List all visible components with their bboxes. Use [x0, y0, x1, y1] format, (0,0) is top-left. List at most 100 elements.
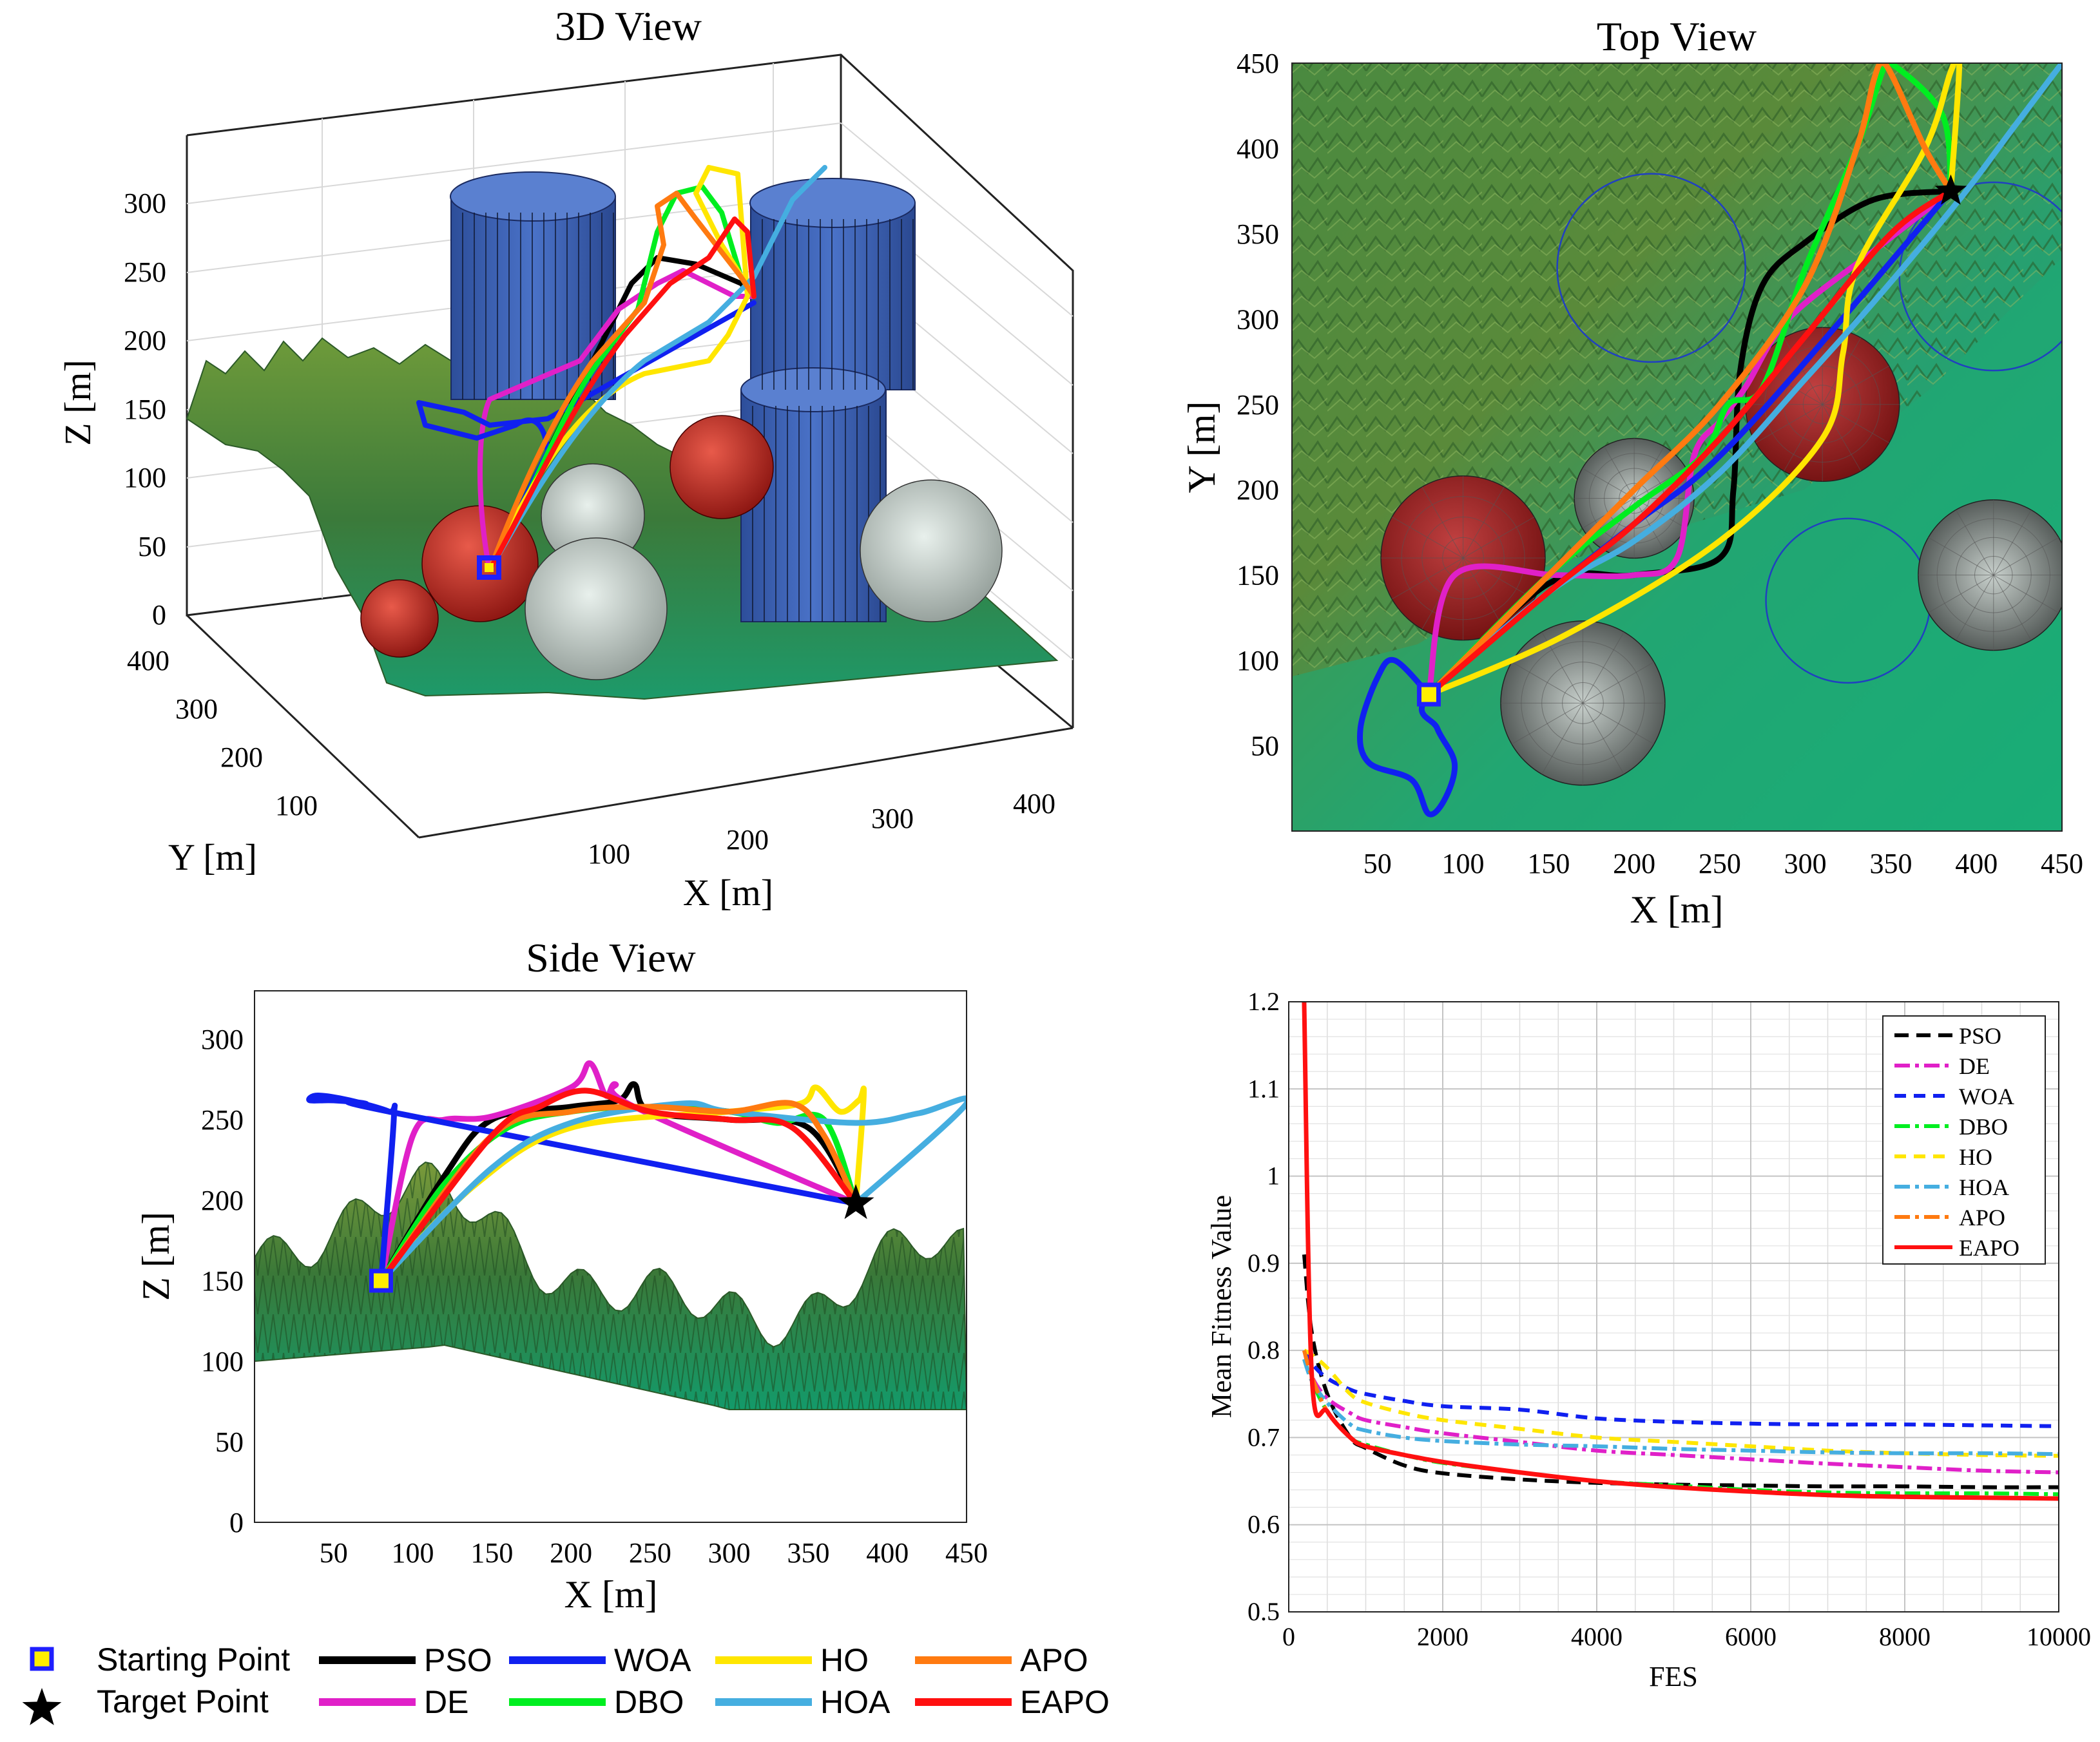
- xlabel-3d: X [m]: [683, 872, 773, 914]
- legend-label: WOA: [614, 1642, 691, 1678]
- x-tick-label: 450: [2041, 848, 2083, 879]
- y-tick-label: 1: [1267, 1162, 1280, 1191]
- x-tick-label: 350: [787, 1537, 829, 1569]
- path-3d-apo: [487, 191, 756, 573]
- y-tick-label: 100: [201, 1346, 244, 1377]
- legend-label: PSO: [1959, 1023, 2001, 1049]
- chart-side-view: Side View 50 100 150 200 250 300 350 400 450 0 50 1…: [135, 935, 988, 1616]
- start-point-marker-side: [369, 1268, 393, 1293]
- x-tick-label: 300: [1784, 848, 1827, 879]
- legend-label: EAPO: [1020, 1684, 1110, 1720]
- xlabel-convergence: FES: [1649, 1661, 1698, 1692]
- legend-label: HOA: [820, 1684, 891, 1720]
- curve-de: [1302, 1350, 2059, 1475]
- y-tick-label: 400: [127, 645, 169, 676]
- legend-label: HOA: [1959, 1174, 2009, 1200]
- y-tick-label: 1.1: [1247, 1074, 1280, 1103]
- legend-start-marker: [30, 1647, 54, 1671]
- x-tick-label: 400: [866, 1537, 909, 1569]
- path-side-eapo: [378, 1087, 859, 1284]
- x-tick-label: 400: [1955, 848, 1998, 879]
- legend-main: Starting Point Target Point PSO DE WOA DBO HO H…: [0, 1636, 1134, 1739]
- y-tick-label: 250: [201, 1104, 244, 1136]
- path-top-apo: [1425, 63, 1954, 698]
- curve-eapo: [1302, 1001, 2059, 1501]
- x-tick-label: 100: [1442, 848, 1485, 879]
- path-top-ho: [1425, 63, 1963, 698]
- gray-sphere-obstacle-2: [525, 537, 668, 680]
- chart-3d-view: 3D View: [57, 3, 1074, 914]
- legend-label: APO: [1020, 1642, 1088, 1678]
- curve-pso: [1302, 1254, 2059, 1489]
- chart-title-3d: 3D View: [555, 3, 702, 49]
- xlabel-top: X [m]: [1630, 888, 1724, 931]
- legend-label: DBO: [1959, 1114, 2008, 1140]
- path-top-woa: [1356, 188, 1954, 818]
- legend-label: PSO: [424, 1642, 492, 1678]
- x-tick-label: 150: [470, 1537, 513, 1569]
- y-tick-label: 0.8: [1247, 1335, 1280, 1364]
- start-point-marker-top: [1416, 682, 1441, 707]
- red-sphere-obstacle-3: [360, 579, 439, 658]
- legend-label: Starting Point: [97, 1642, 290, 1678]
- y-tick-label: 0.5: [1247, 1597, 1280, 1626]
- y-tick-label: 300: [201, 1024, 244, 1055]
- y-tick-label: 0.6: [1247, 1510, 1280, 1539]
- panel-top-view: Top View 50 100 150 200 250 300 350 400 450 50 100…: [1095, 0, 2100, 941]
- z-tick-label: 50: [138, 531, 166, 562]
- panel-convergence: 0 2000 4000 6000 8000 10000 0.5 0.6 0.7 0.8 0.9 1 1.…: [1095, 941, 2100, 1739]
- y-tick-label: 50: [215, 1426, 244, 1458]
- y-tick-label: 0: [229, 1507, 244, 1538]
- chart-title-top: Top View: [1597, 14, 1757, 59]
- y-tick-label: 100: [1237, 645, 1279, 676]
- path-3d-eapo: [487, 216, 756, 573]
- y-tick-label: 300: [1237, 303, 1279, 335]
- y-tick-label: 200: [1237, 474, 1279, 506]
- chart-top-view: Top View 50 100 150 200 250 300 350 400 450 50 100…: [1180, 14, 2083, 931]
- legend-label: Target Point: [97, 1683, 269, 1719]
- x-tick-label: 200: [1613, 848, 1655, 879]
- y-tick-label: 150: [1237, 560, 1279, 591]
- x-tick-label: 300: [871, 803, 914, 834]
- red-sphere-obstacle-2: [669, 415, 774, 519]
- curve-hoa: [1302, 1358, 2059, 1457]
- x-tick-label: 200: [550, 1537, 592, 1569]
- legend-label: EAPO: [1959, 1235, 2019, 1261]
- legend-label: DBO: [614, 1684, 684, 1720]
- target-point-marker-side: [837, 1184, 874, 1220]
- y-tick-label: 350: [1237, 218, 1279, 250]
- z-tick-label: 150: [124, 394, 166, 425]
- y-tick-label: 50: [1251, 731, 1279, 762]
- y-tick-label: 400: [1237, 133, 1279, 164]
- x-tick-label: 450: [945, 1537, 988, 1569]
- z-tick-label: 100: [124, 462, 166, 493]
- z-tick-label: 250: [124, 256, 166, 288]
- x-tick-label: 2000: [1417, 1622, 1469, 1651]
- x-tick-label: 300: [708, 1537, 751, 1569]
- cylinder-footprint: [1556, 173, 1746, 363]
- legend-convergence: PSO DE WOA DBO HO HOA APO EAPO: [1882, 1015, 2046, 1265]
- y-tick-label: 300: [175, 693, 218, 725]
- xlabel-side: X [m]: [564, 1573, 658, 1616]
- z-tick-label: 0: [152, 599, 166, 631]
- y-tick-label: 450: [1237, 48, 1279, 79]
- gray-sphere-obstacle-3: [860, 479, 1003, 622]
- x-tick-label: 50: [1363, 848, 1392, 879]
- y-tick-label: 250: [1237, 389, 1279, 421]
- ylabel-3d: Y [m]: [168, 836, 257, 878]
- x-tick-label: 100: [392, 1537, 434, 1569]
- x-tick-label: 400: [1013, 788, 1055, 819]
- legend-label: WOA: [1959, 1084, 2014, 1109]
- y-tick-label: 0.7: [1247, 1422, 1280, 1451]
- legend-label: HO: [1959, 1144, 1992, 1170]
- x-tick-label: 350: [1869, 848, 1912, 879]
- ylabel-top: Y [m]: [1180, 401, 1223, 493]
- y-tick-label: 200: [220, 742, 263, 773]
- ylabel-side: Z [m]: [135, 1212, 177, 1301]
- x-tick-label: 150: [1527, 848, 1570, 879]
- y-tick-label: 150: [201, 1265, 244, 1297]
- start-point-marker-3d: [477, 555, 501, 580]
- target-point-marker-top: [1934, 174, 1967, 205]
- y-tick-label: 100: [275, 790, 318, 821]
- y-tick-label: 0.9: [1247, 1249, 1280, 1278]
